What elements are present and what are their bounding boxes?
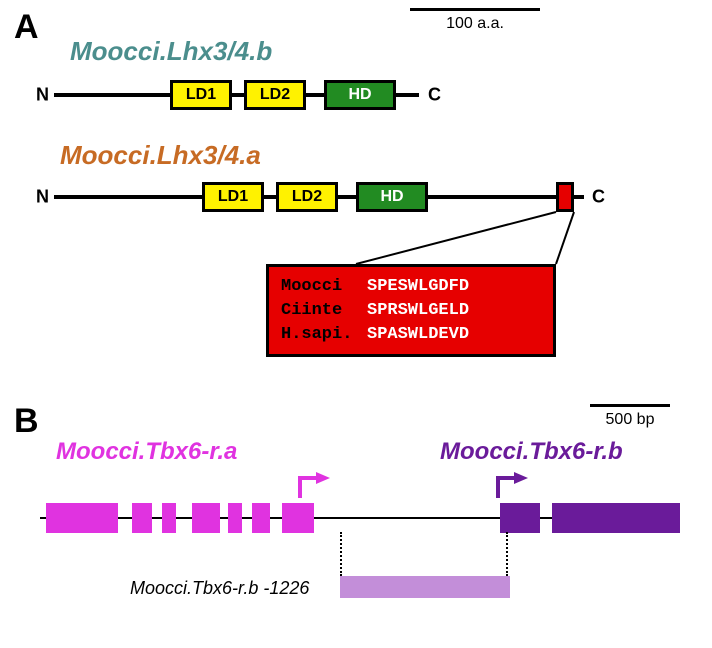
species-label: Ciinte: [281, 299, 367, 323]
scale-line: [590, 404, 670, 407]
dotted-right: [506, 532, 508, 576]
sequence: SPASWLDEVD: [367, 325, 469, 344]
exon: [228, 503, 242, 533]
exon: [46, 503, 118, 533]
exon: [132, 503, 152, 533]
exon: [282, 503, 314, 533]
exon: [192, 503, 220, 533]
dotted-left: [340, 532, 342, 576]
sequence: SPRSWLGELD: [367, 301, 469, 320]
region-label: Moocci.Tbx6-r.b -1226: [130, 578, 309, 599]
exon: [252, 503, 270, 533]
alignment-row: H.sapi.SPASWLDEVD: [281, 323, 541, 347]
region-box: [340, 576, 510, 598]
gene-b-title: Moocci.Tbx6-r.b: [440, 438, 623, 466]
alignment-box: MoocciSPESWLGDFD CiinteSPRSWLGELD H.sapi…: [266, 264, 556, 357]
alignment-row: CiinteSPRSWLGELD: [281, 299, 541, 323]
alignment-row: MoocciSPESWLGDFD: [281, 275, 541, 299]
scale-label: 500 bp: [590, 411, 670, 429]
gene-track: [0, 498, 712, 538]
exon: [552, 503, 680, 533]
panel-b-scale: 500 bp: [590, 404, 670, 429]
gene-a-title: Moocci.Tbx6-r.a: [56, 438, 237, 466]
species-label: H.sapi.: [281, 323, 367, 347]
panel-b-label: B: [14, 402, 39, 441]
sequence: SPESWLGDFD: [367, 277, 469, 296]
species-label: Moocci: [281, 275, 367, 299]
tss-arrow-a: [298, 472, 332, 500]
tss-arrow-b: [496, 472, 530, 500]
exon: [500, 503, 540, 533]
exon: [162, 503, 176, 533]
